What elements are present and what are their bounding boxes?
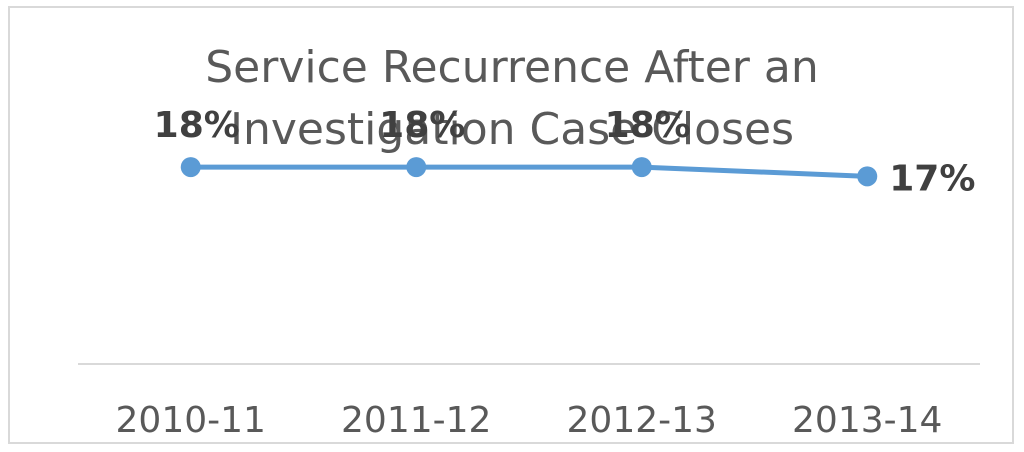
chart-title-line-1: Service Recurrence After an: [205, 42, 819, 93]
data-point: [857, 166, 878, 187]
x-tick-label: 2010-11: [116, 400, 266, 441]
data-label: 18%: [605, 105, 691, 146]
data-point: [180, 157, 201, 178]
chart-title-line-2: Investigation Case Closes: [230, 104, 794, 155]
x-tick-label: 2012-13: [567, 400, 717, 441]
data-label: 17%: [889, 158, 975, 199]
data-label: 18%: [379, 105, 465, 146]
data-point: [406, 157, 427, 178]
data-point: [631, 157, 652, 178]
x-tick-label: 2013-14: [792, 400, 942, 441]
data-label: 18%: [154, 105, 240, 146]
x-tick-labels: 2010-11 2011-12 2012-13 2013-14: [116, 400, 943, 441]
series-group: 18% 18% 18% 17%: [154, 105, 976, 199]
x-tick-label: 2011-12: [341, 400, 491, 441]
chart-frame: [8, 6, 1014, 444]
series-line: [190, 164, 868, 179]
